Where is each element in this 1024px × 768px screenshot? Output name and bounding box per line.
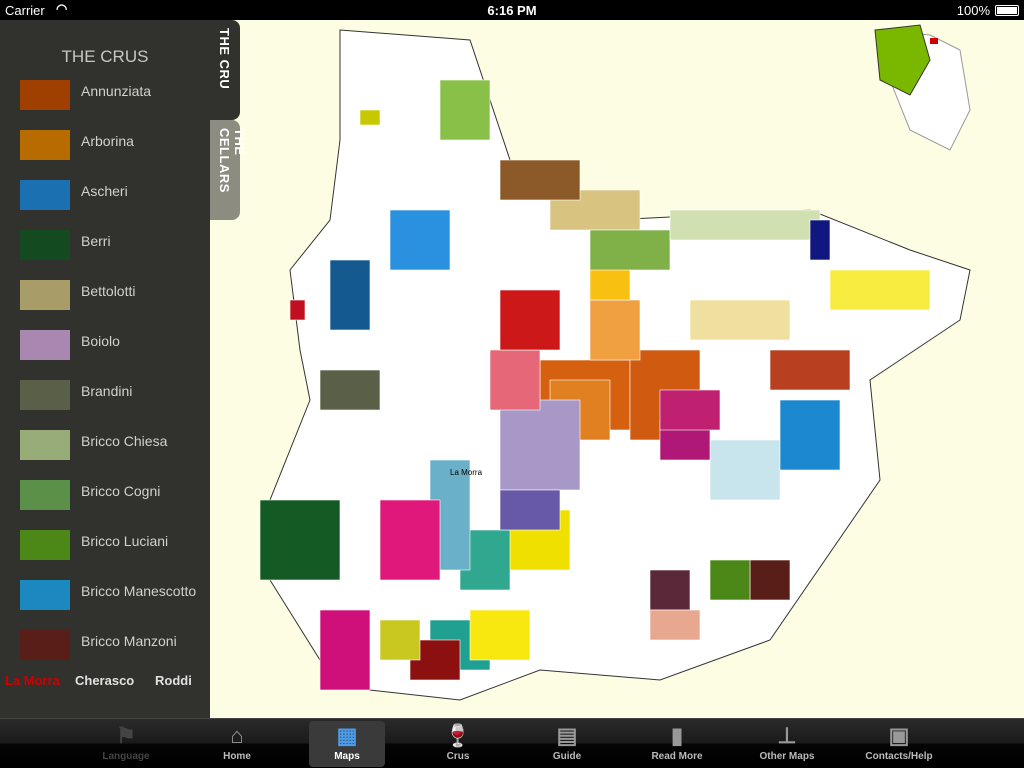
tab-label: Crus <box>446 751 470 762</box>
legend-swatch <box>20 80 70 110</box>
flag-icon: ⚑ <box>116 723 136 748</box>
legend-label: Ascheri <box>81 183 128 199</box>
legend-label: Bricco Manzoni <box>81 633 177 649</box>
tab-contacts-help[interactable]: ▣ Contacts/Help <box>861 721 937 767</box>
legend-label: Arborina <box>81 133 134 149</box>
legend-item[interactable]: Annunziata <box>20 80 205 110</box>
legend-label: Bricco Cogni <box>81 483 161 499</box>
tab-crus[interactable]: 🍷 Crus <box>420 721 496 767</box>
contact-card-icon: ▣ <box>888 723 910 748</box>
battery-icon <box>995 5 1019 16</box>
legend-label: Bricco Chiesa <box>81 433 168 449</box>
tab-bar: ⚑ Language ⌂ Home ▦ Maps 🍷 Crus ▤ Guide ▮ Read More… <box>0 718 1024 768</box>
home-icon: ⌂ <box>230 723 244 748</box>
legend-label: Boiolo <box>81 333 120 349</box>
crus-map[interactable]: La Morra <box>210 20 1024 718</box>
legend-swatch <box>20 180 70 210</box>
tab-the-cru[interactable]: THE CRU <box>210 20 240 120</box>
tab-label: Other Maps <box>759 751 815 762</box>
legend-swatch <box>20 430 70 460</box>
legend-item[interactable]: Bricco Chiesa <box>20 430 205 460</box>
legend-item[interactable]: Berri <box>20 230 205 260</box>
tab-home[interactable]: ⌂ Home <box>199 721 275 767</box>
tab-label: Guide <box>552 751 582 762</box>
legend-label: Brandini <box>81 383 133 399</box>
town-roddi[interactable]: Roddi <box>155 673 192 688</box>
clock: 6:16 PM <box>487 3 537 18</box>
legend-swatch <box>20 280 70 310</box>
legend-item[interactable]: Boiolo <box>20 330 205 360</box>
map-town-label: La Morra <box>450 468 483 477</box>
book-icon: ▮ <box>670 723 684 748</box>
legend-swatch <box>20 330 70 360</box>
legend-item[interactable]: Bricco Manzoni <box>20 630 205 660</box>
tab-the-cellars[interactable]: THE CELLARS <box>210 120 247 220</box>
wifi-icon: ◠ <box>56 1 68 16</box>
map-image: La Morra <box>259 24 971 701</box>
legend-label: Annunziata <box>81 83 152 99</box>
town-la-morra[interactable]: La Morra <box>5 673 60 688</box>
legend-label: Berri <box>81 233 111 249</box>
legend-item[interactable]: Bricco Cogni <box>20 480 205 510</box>
legend-item[interactable]: Bricco Luciani <box>20 530 205 560</box>
legend-swatch <box>20 130 70 160</box>
status-bar: Carrier ◠ 6:16 PM 100% <box>0 0 1024 20</box>
legend-item[interactable]: Ascheri <box>20 180 205 210</box>
tab-guide[interactable]: ▤ Guide <box>529 721 605 767</box>
tab-label: Language <box>102 751 150 762</box>
tab-label: Home <box>223 751 251 762</box>
battery-level: 100% <box>956 3 990 18</box>
tab-label: Maps <box>334 751 360 762</box>
legend-label: Bettolotti <box>81 283 136 299</box>
crus-legend-panel: THE CRUS Annunziata Arborina Ascheri Berri B… <box>0 20 210 718</box>
legend-swatch <box>20 380 70 410</box>
calculator-icon: ▤ <box>556 723 578 748</box>
tab-other-maps[interactable]: ⊥ Other Maps <box>749 721 825 767</box>
carrier: Carrier <box>5 3 45 18</box>
legend-swatch <box>20 630 70 660</box>
tab-language[interactable]: ⚑ Language <box>88 721 164 767</box>
legend-swatch <box>20 480 70 510</box>
legend-swatch <box>20 580 70 610</box>
signpost-icon: ⊥ <box>777 723 797 748</box>
legend-item[interactable]: Bricco Manescotto <box>20 580 205 610</box>
legend-item[interactable]: Arborina <box>20 130 205 160</box>
legend-label: Bricco Manescotto <box>81 583 197 599</box>
map-icon: ▦ <box>336 723 358 748</box>
wine-glass-icon: 🍷 <box>444 723 472 748</box>
legend-swatch <box>20 530 70 560</box>
legend-label: Bricco Luciani <box>81 533 169 549</box>
panel-title: THE CRUS <box>61 47 149 66</box>
legend-item[interactable]: Brandini <box>20 380 205 410</box>
tab-label: Read More <box>651 751 703 762</box>
tab-maps[interactable]: ▦ Maps <box>309 721 385 767</box>
tab-label: Contacts/Help <box>865 751 933 762</box>
legend-item[interactable]: Bettolotti <box>20 280 205 310</box>
tab-read-more[interactable]: ▮ Read More <box>639 721 715 767</box>
town-cherasco[interactable]: Cherasco <box>75 673 135 688</box>
legend-swatch <box>20 230 70 260</box>
